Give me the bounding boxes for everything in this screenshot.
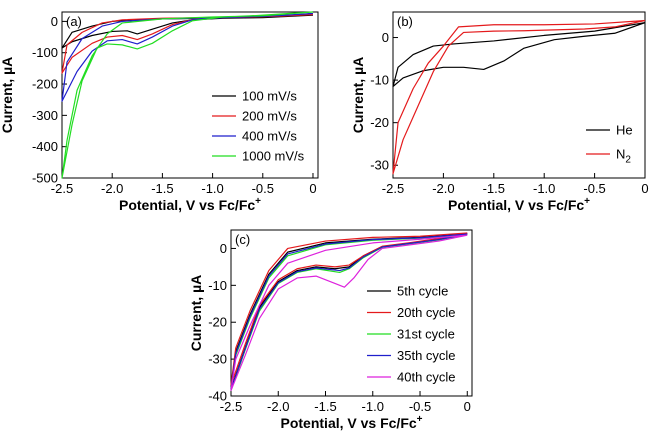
plot-frame [61, 11, 319, 179]
x-axis-title: Potential, V vs Fc/Fc+ [281, 414, 423, 431]
x-tick-label: 0 [309, 181, 316, 196]
legend-entry: 40th cycle [397, 370, 456, 385]
y-axis-title: Current, µA [0, 57, 15, 134]
y-tick-label: -500 [32, 171, 58, 186]
x-tick-label: -0.5 [409, 399, 431, 414]
series-line-0 [392, 22, 646, 88]
plot-frame [392, 11, 646, 179]
plot-frame [230, 229, 473, 397]
series-line-3 [61, 11, 314, 179]
series-line-4 [230, 234, 468, 392]
x-tick-label: -0.5 [583, 181, 605, 196]
x-tick-label: -1.5 [483, 181, 505, 196]
legend-entry: 31st cycle [397, 327, 455, 342]
y-tick-label: -30 [370, 158, 389, 173]
y-tick-label: -10 [208, 278, 227, 293]
legend-entry: 20th cycle [397, 305, 456, 320]
series-line-3 [230, 233, 468, 390]
legend-entry: 1000 mV/s [242, 149, 305, 164]
x-tick-label: -1.5 [151, 181, 173, 196]
y-axis-title: Current, µA [188, 275, 204, 352]
legend-entry: 5th cycle [397, 284, 448, 299]
x-tick-label: 0 [464, 399, 471, 414]
x-axis-title: Potential, V vs Fc/Fc+ [119, 196, 261, 213]
legend-entry: 400 mV/s [242, 129, 297, 144]
legend-entry: He [616, 123, 633, 138]
x-tick-label: -1.0 [362, 399, 384, 414]
panel-a: -2.5 -2.0 -1.5 -1.0 -0.5 0 -500 -400 -300 -200 -10… [0, 11, 319, 213]
legend-entry: 100 mV/s [242, 89, 297, 104]
y-tick-label: -40 [208, 389, 227, 404]
legend: 5th cycle 20th cycle 31st cycle 35th cycle 4… [367, 284, 456, 385]
panel-label: (b) [397, 14, 413, 29]
y-tick-label: 0 [220, 241, 227, 256]
legend-entry: N2 [616, 147, 631, 166]
legend: He N2 [586, 123, 633, 166]
legend: 100 mV/s 200 mV/s 400 mV/s 1000 mV/s [212, 89, 305, 164]
x-tick-label: 0 [641, 181, 648, 196]
series-line-0 [61, 14, 314, 49]
y-tick-label: -10 [370, 73, 389, 88]
panel-b: -2.5 -2.0 -1.5 -1.0 -0.5 0 -30 -20 -10 0 (b) He N2 Po… [350, 11, 649, 213]
x-tick-label: -2.5 [220, 399, 242, 414]
x-tick-label: -2.0 [267, 399, 289, 414]
y-axis-title: Current, µA [350, 57, 366, 134]
panel-label: (c) [235, 232, 250, 247]
y-tick-label: 0 [382, 30, 389, 45]
y-tick-label: -30 [208, 352, 227, 367]
x-tick-label: -2.0 [432, 181, 454, 196]
legend-entry: 35th cycle [397, 348, 456, 363]
y-tick-label: -300 [32, 108, 58, 123]
panel-c: -2.5 -2.0 -1.5 -1.0 -0.5 0 -40 -30 -20 -10 0 (c) 5th… [188, 229, 473, 431]
x-tick-label: -1.0 [201, 181, 223, 196]
x-tick-label: -0.5 [252, 181, 274, 196]
y-tick-label: -200 [32, 77, 58, 92]
y-tick-label: -20 [208, 315, 227, 330]
panel-label: (a) [66, 14, 82, 29]
x-tick-label: -2.5 [51, 181, 73, 196]
legend-entry: 200 mV/s [242, 109, 297, 124]
y-tick-label: 0 [51, 14, 58, 29]
x-axis-title: Potential, V vs Fc/Fc+ [448, 196, 590, 213]
x-tick-label: -2.0 [101, 181, 123, 196]
series-line-1 [392, 19, 646, 175]
x-tick-label: -2.5 [382, 181, 404, 196]
y-tick-label: -100 [32, 45, 58, 60]
y-tick-label: -400 [32, 139, 58, 154]
y-tick-label: -20 [370, 115, 389, 130]
x-tick-label: -1.0 [533, 181, 555, 196]
x-tick-label: -1.5 [314, 399, 336, 414]
